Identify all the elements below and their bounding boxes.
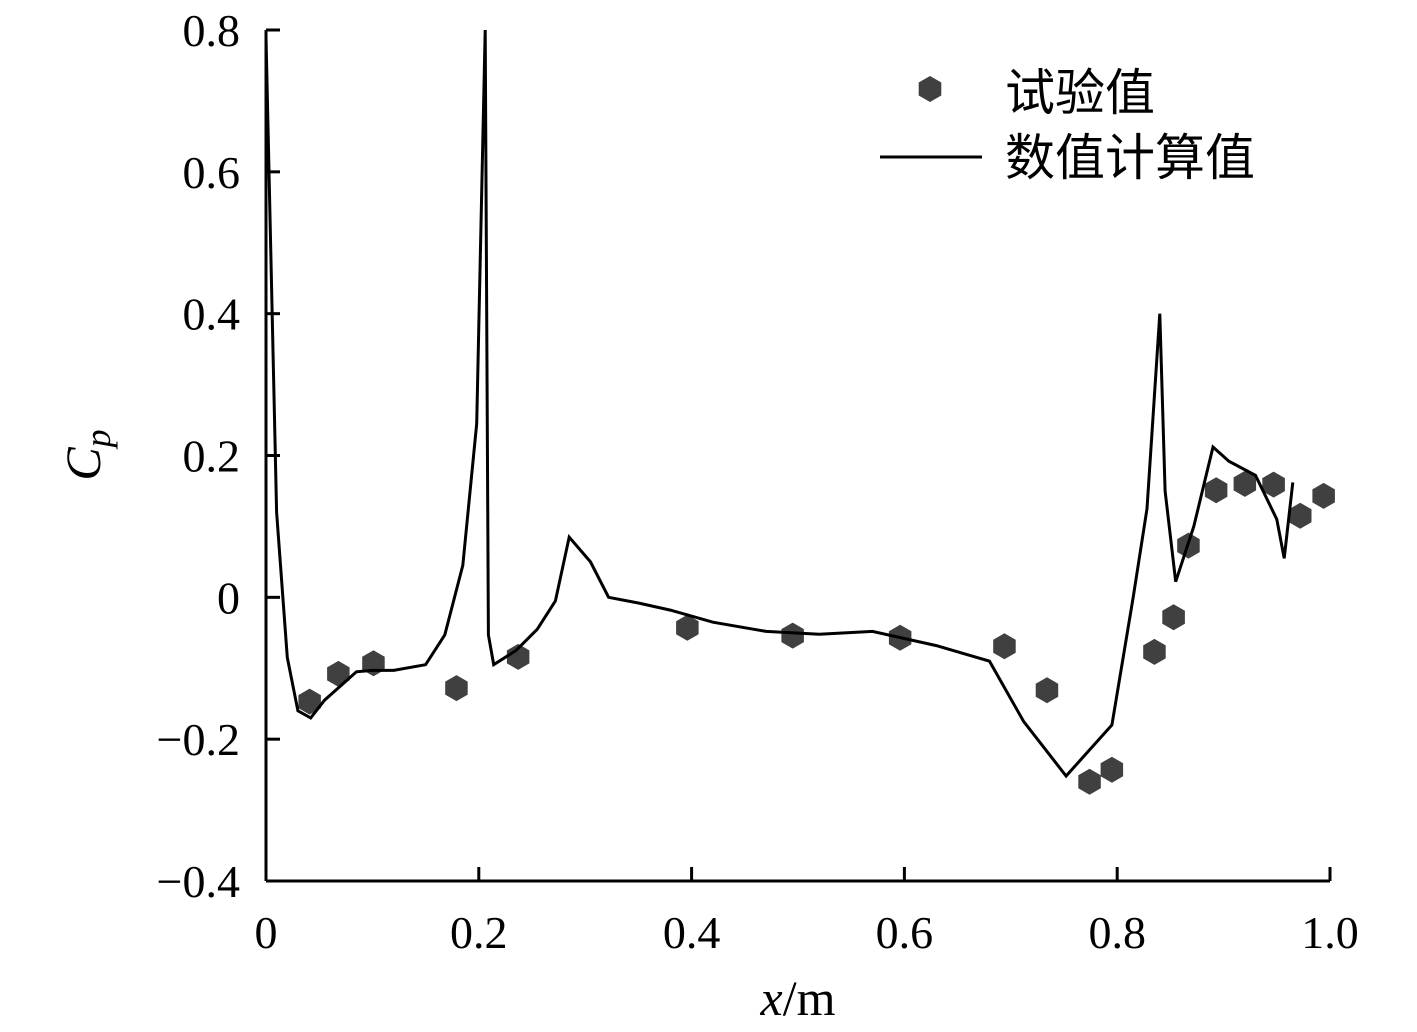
experiment-point <box>327 660 350 687</box>
x-tick-label: 0 <box>255 907 278 958</box>
y-tick-label: 0 <box>217 572 240 623</box>
numerical-series-line <box>264 29 1295 779</box>
y-tick-label: 0.4 <box>183 289 241 340</box>
experiment-point <box>1078 768 1101 795</box>
experiment-point <box>1035 677 1059 704</box>
y-tick-label: −0.4 <box>157 856 240 907</box>
experiment-point <box>298 688 321 715</box>
experiment-point <box>781 622 804 649</box>
legend-marker-experiment <box>918 76 942 102</box>
y-tick-label: −0.2 <box>157 714 240 765</box>
legend-label-experiment: 试验值 <box>1005 64 1155 122</box>
x-tick-label: 1.0 <box>1301 907 1359 958</box>
y-tick-label: 0.8 <box>183 5 241 56</box>
experiment-point <box>1162 604 1185 631</box>
x-tick-label: 0.4 <box>663 907 721 958</box>
x-axis-title: x/m <box>760 970 836 1026</box>
experiment-point <box>1262 471 1285 498</box>
y-tick-label: 0.6 <box>183 147 241 198</box>
experiment-point <box>1288 502 1312 529</box>
y-tick-label: 0.2 <box>183 431 241 482</box>
legend: 试验值 数值计算值 <box>880 64 1255 187</box>
experiment-point <box>1143 638 1166 665</box>
experiment-point <box>993 633 1016 660</box>
y-axis-title: Cp <box>55 429 118 480</box>
legend-label-numerical: 数值计算值 <box>1005 129 1255 187</box>
x-tick-label: 0.2 <box>450 907 508 958</box>
experiment-point <box>1233 470 1257 497</box>
experiment-point <box>506 643 530 670</box>
series-layer <box>264 29 1335 795</box>
experiment-point <box>676 614 699 641</box>
x-tick-label: 0.8 <box>1088 907 1146 958</box>
experiment-point <box>1100 756 1124 783</box>
experiment-point <box>1312 482 1335 509</box>
x-tick-label: 0.6 <box>876 907 934 958</box>
axes <box>264 30 1330 883</box>
experiment-point <box>445 675 468 702</box>
experiment-point <box>1204 477 1228 504</box>
